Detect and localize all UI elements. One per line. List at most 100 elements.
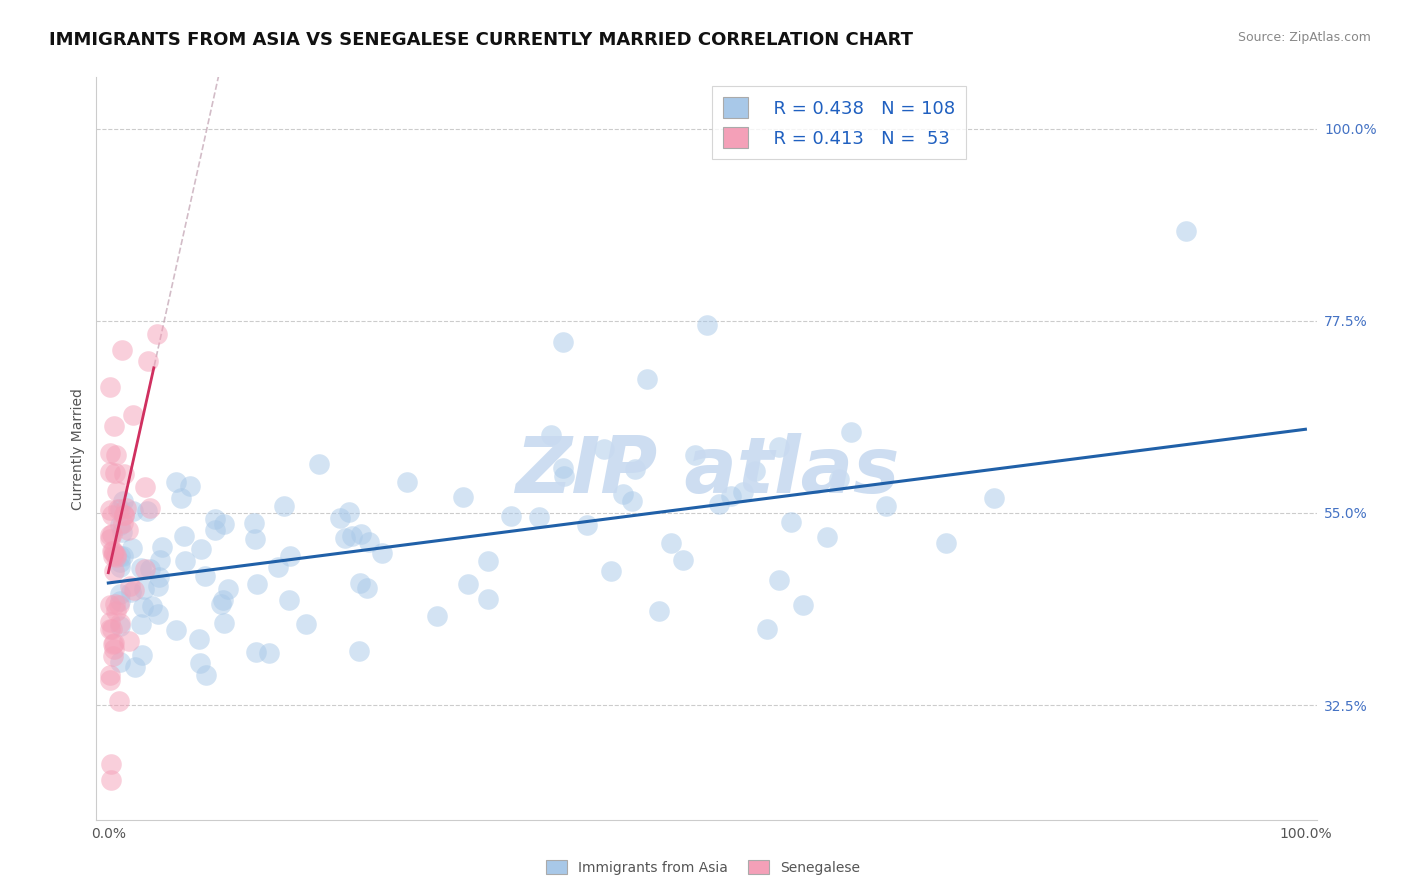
Point [112,508,135,522]
Point [553,335,575,350]
Point [1174,224,1197,238]
Point [108,616,131,631]
Point [110,587,132,601]
Point [339,505,361,519]
Y-axis label: Currently Married: Currently Married [72,388,86,510]
Point [139,562,162,576]
Point [755,622,778,636]
Point [246,577,269,591]
Point [173,528,195,542]
Point [451,490,474,504]
Point [190,541,212,556]
Point [100,622,122,636]
Point [477,554,499,568]
Point [212,516,235,531]
Point [139,501,162,516]
Point [103,419,125,434]
Legend:   R = 0.438   N = 108,   R = 0.413   N =  53: R = 0.438 N = 108, R = 0.413 N = 53 [711,87,966,159]
Point [875,499,897,513]
Point [112,508,135,522]
Point [129,561,152,575]
Point [100,622,122,636]
Text: IMMIGRANTS FROM ASIA VS SENEGALESE CURRENTLY MARRIED CORRELATION CHART: IMMIGRANTS FROM ASIA VS SENEGALESE CURRE… [49,31,914,49]
Point [371,546,394,560]
Point [257,646,280,660]
Point [150,540,173,554]
Point [195,668,218,682]
Point [169,491,191,505]
Point [329,511,352,525]
Point [193,569,215,583]
Point [217,582,239,596]
Point [105,484,128,499]
Point [696,318,718,333]
Point [278,593,301,607]
Point [683,448,706,462]
Point [540,428,562,442]
Point [211,592,233,607]
Point [100,528,122,542]
Point [117,523,139,537]
Point [103,642,125,657]
Point [111,343,134,358]
Point [108,694,131,708]
Point [624,462,647,476]
Point [110,655,132,669]
Point [110,549,132,564]
Point [335,531,357,545]
Point [100,465,122,479]
Point [110,502,132,516]
Point [110,559,132,574]
Point [593,442,616,457]
Point [131,599,153,614]
Point [111,493,134,508]
Point [308,457,330,471]
Point [165,623,187,637]
Point [122,582,145,597]
Point [359,534,381,549]
Point [101,508,124,522]
Point [576,517,599,532]
Point [148,569,170,583]
Point [134,562,156,576]
Point [134,480,156,494]
Point [267,560,290,574]
Point [98,673,121,687]
Point [529,509,551,524]
Point [103,564,125,578]
Point [100,772,122,787]
Point [108,598,131,612]
Point [612,487,634,501]
Point [103,648,125,663]
Point [553,460,575,475]
Point [768,440,790,454]
Point [349,575,371,590]
Point [347,644,370,658]
Point [839,425,862,439]
Point [104,597,127,611]
Point [98,532,121,546]
Point [135,504,157,518]
Point [165,475,187,489]
Point [744,464,766,478]
Point [173,554,195,568]
Point [146,326,169,341]
Point [214,616,236,631]
Point [98,380,121,394]
Point [141,599,163,614]
Point [110,518,132,533]
Point [104,549,127,564]
Point [103,636,125,650]
Point [149,552,172,566]
Point [245,645,267,659]
Point [138,353,160,368]
Point [120,584,142,599]
Point [98,615,121,629]
Point [340,529,363,543]
Text: Source: ZipAtlas.com: Source: ZipAtlas.com [1237,31,1371,45]
Point [100,527,122,541]
Point [204,512,226,526]
Point [395,475,418,489]
Point [731,484,754,499]
Point [146,579,169,593]
